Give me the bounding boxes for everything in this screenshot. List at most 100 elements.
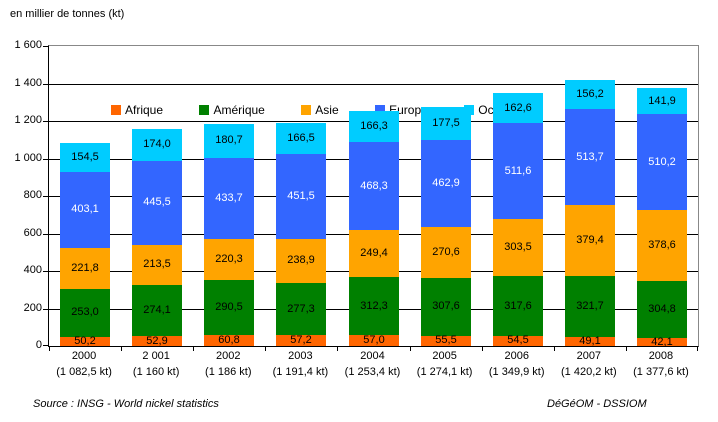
bar-segment-amerique: 290,5 [204,280,254,335]
bar-value-label: 54,5 [507,334,529,347]
chart-title: en millier de tonnes (kt) [10,8,125,20]
y-axis-tick-label: 1 400 [14,76,42,89]
bar-segment-afrique: 42,1 [637,336,687,347]
plot-area: AfriqueAmériqueAsieEuropeOcéanie 50,2253… [43,45,699,351]
bar-segment-europe: 462,9 [421,140,471,228]
category-year: 2007 [576,350,602,362]
x-axis-tick [121,347,122,351]
y-axis-tick-label: 1 200 [14,114,42,126]
x-axis-tick [482,347,483,351]
category-total: (1 349,9 kt) [488,366,545,378]
y-axis-tick [43,121,48,122]
x-axis-tick [193,347,194,351]
bar-value-label: 513,7 [576,150,604,163]
legend-item-amerique: Amérique [199,104,265,116]
x-axis-category-label: 2 001 (1 160 kt) [114,350,198,379]
bar-value-label: 445,5 [143,196,171,209]
bar-segment-afrique: 52,9 [132,334,182,347]
y-axis-tick-label: 600 [23,226,42,239]
bar-segment-amerique: 304,8 [637,280,687,339]
y-axis-tick [43,271,48,272]
x-axis-category-label: 2002 (1 186 kt) [186,350,270,379]
legend-swatch-icon [111,105,121,115]
bar-segment-asie: 270,6 [421,227,471,278]
bar-value-label: 468,3 [360,179,388,192]
stacked-bar-2000: 50,2 253,0 221,8 403,1 154,5 [60,143,110,346]
bar-segment-asie: 238,9 [276,238,326,284]
y-axis-tick-label: 400 [23,264,42,276]
x-axis-category-label: 2004 (1 253,4 kt) [330,350,414,379]
bar-value-label: 312,3 [360,299,388,312]
category-year: 2004 [360,350,385,362]
bar-value-label: 290,5 [215,300,243,313]
x-axis-category-label: 2003 (1 191,4 kt) [258,350,342,379]
y-axis-tick-label: 1 000 [14,151,42,164]
bar-value-label: 249,4 [360,246,388,259]
bar-segment-europe: 511,6 [493,123,543,220]
bar-segment-afrique: 57,0 [349,335,399,346]
category-total: (1 186 kt) [205,366,252,378]
bar-segment-afrique: 60,8 [204,334,254,346]
x-axis-category-label: 2005 (1 274,1 kt) [403,350,487,379]
y-axis-tick [43,308,48,310]
category-year: 2000 [71,350,97,362]
bar-value-label: 166,3 [360,120,388,133]
stacked-bar-2003: 57,2 277,3 238,9 451,5 166,5 [276,122,326,346]
bar-value-label: 57,2 [290,334,312,347]
bar-segment-afrique: 49,1 [565,335,615,346]
bar-value-label: 50,2 [74,334,96,347]
bar-value-label: 174,0 [143,138,171,151]
bar-segment-afrique: 55,5 [421,335,471,346]
x-axis-tick [49,347,50,351]
legend-swatch-icon [375,105,386,115]
bar-segment-europe: 451,5 [276,153,326,239]
y-axis-tick [43,46,48,47]
bar-segment-oceanie: 154,5 [60,143,110,172]
bar-segment-asie: 303,5 [493,219,543,277]
bar-value-label: 510,2 [648,155,676,168]
category-year: 2005 [432,350,457,362]
category-year: 2 001 [142,350,170,362]
category-year: 2008 [648,350,674,362]
bar-value-label: 317,6 [504,299,532,312]
source-note: Source : INSG - World nickel statistics [33,398,219,410]
x-axis-tick [554,347,555,351]
stacked-bar-2002: 60,8 290,5 220,3 433,7 180,7 [204,123,254,346]
bar-value-label: 180,7 [215,134,243,147]
bar-value-label: 307,6 [432,300,460,313]
bar-value-label: 220,3 [215,252,243,265]
bar-segment-asie: 220,3 [204,238,254,281]
stacked-bar-2001: 52,9 274,1 213,5 445,5 174,0 [132,128,182,347]
bar-value-label: 253,0 [71,306,99,319]
bar-value-label: 221,8 [71,261,99,274]
stacked-bar-2004: 57,0 312,3 249,4 468,3 166,3 [349,111,399,346]
bar-segment-europe: 433,7 [204,157,254,239]
bar-segment-oceanie: 166,3 [349,111,399,143]
bar-value-label: 52,9 [146,334,168,347]
bar-segment-amerique: 277,3 [276,283,326,336]
y-axis-tick [43,83,48,85]
category-total: (1 377,6 kt) [633,366,689,378]
bar-segment-europe: 403,1 [60,172,110,248]
credit-note: DéGéOM - DSSIOM [547,398,647,410]
bar-value-label: 321,7 [576,300,604,313]
bar-value-label: 154,5 [71,151,99,164]
bar-segment-asie: 379,4 [565,205,615,277]
x-axis-labels: 2000 (1 082,5 kt) 2 001 (1 160 kt) 2002 (1 18… [48,350,697,384]
bar-segment-europe: 468,3 [349,142,399,231]
bar-value-label: 403,1 [71,203,99,216]
bar-value-label: 177,5 [432,117,460,130]
y-axis-tick-label: 200 [23,301,42,314]
bar-segment-afrique: 57,2 [276,335,326,346]
bar-segment-oceanie: 156,2 [565,79,615,110]
x-axis-category-label: 2006 (1 349,9 kt) [475,350,559,379]
x-axis-tick [697,347,698,351]
bar-value-label: 213,5 [143,258,171,271]
bar-segment-oceanie: 177,5 [421,107,471,141]
category-year: 2006 [504,350,529,362]
bar-value-label: 162,6 [504,101,532,114]
y-axis-tick [43,158,48,160]
category-total: (1 160 kt) [132,366,180,378]
category-year: 2002 [216,350,241,362]
category-total: (1 253,4 kt) [344,366,401,378]
